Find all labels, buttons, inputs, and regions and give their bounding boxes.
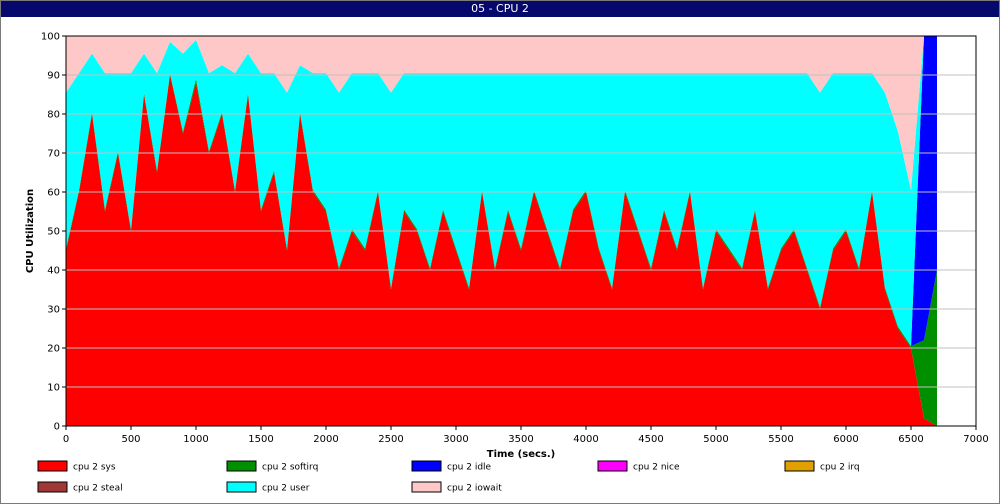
legend-label-cpu-2-irq: cpu 2 irq [820, 463, 860, 473]
legend-swatch-cpu-2-idle [411, 460, 442, 472]
x-tick-label: 500 [121, 434, 140, 445]
x-tick-label: 4500 [638, 434, 663, 445]
y-tick-label: 50 [47, 227, 60, 238]
legend-label-cpu-2-steal: cpu 2 steal [73, 484, 123, 494]
legend-swatch-cpu-2-steal [37, 481, 68, 493]
legend-label-cpu-2-sys: cpu 2 sys [73, 463, 116, 473]
legend-label-cpu-2-nice: cpu 2 nice [633, 463, 680, 473]
legend-swatch-cpu-2-nice [597, 460, 628, 472]
legend-label-cpu-2-softirq: cpu 2 softirq [262, 463, 318, 473]
legend-label-cpu-2-user: cpu 2 user [262, 484, 310, 494]
x-axis-title: Time (secs.) [487, 449, 556, 460]
x-tick-label: 0 [63, 434, 69, 445]
legend-swatch-cpu-2-softirq [226, 460, 257, 472]
y-tick-label: 70 [47, 149, 60, 160]
x-tick-label: 2500 [378, 434, 403, 445]
x-tick-label: 7000 [963, 434, 988, 445]
x-tick-label: 5500 [768, 434, 793, 445]
window-title: 05 - CPU 2 [1, 1, 999, 17]
area-cpu-2-sys [66, 75, 937, 426]
x-tick-label: 6000 [833, 434, 858, 445]
legend-label-cpu-2-idle: cpu 2 idle [447, 463, 492, 473]
y-tick-label: 80 [47, 110, 60, 121]
x-tick-label: 1000 [183, 434, 208, 445]
y-axis-title: CPU Utilization [25, 189, 36, 273]
legend-swatch-cpu-2-sys [37, 460, 68, 472]
y-tick-label: 30 [47, 305, 60, 316]
y-tick-label: 0 [54, 422, 60, 433]
y-tick-label: 10 [47, 383, 60, 394]
x-tick-label: 4000 [573, 434, 598, 445]
plot-border [65, 35, 977, 427]
x-tick-label: 3500 [508, 434, 533, 445]
x-tick-label: 3000 [443, 434, 468, 445]
legend-label-cpu-2-iowait: cpu 2 iowait [447, 484, 502, 494]
y-tick-label: 100 [41, 32, 60, 43]
legend-swatch-cpu-2-iowait [411, 481, 442, 493]
legend-swatch-cpu-2-irq [784, 460, 815, 472]
legend-swatch-cpu-2-user [226, 481, 257, 493]
x-tick-label: 1500 [248, 434, 273, 445]
x-tick-label: 5000 [703, 434, 728, 445]
y-tick-label: 20 [47, 344, 60, 355]
x-tick-label: 6500 [898, 434, 923, 445]
y-tick-label: 90 [47, 71, 60, 82]
y-tick-label: 60 [47, 188, 60, 199]
x-tick-label: 2000 [313, 434, 338, 445]
y-tick-label: 40 [47, 266, 60, 277]
